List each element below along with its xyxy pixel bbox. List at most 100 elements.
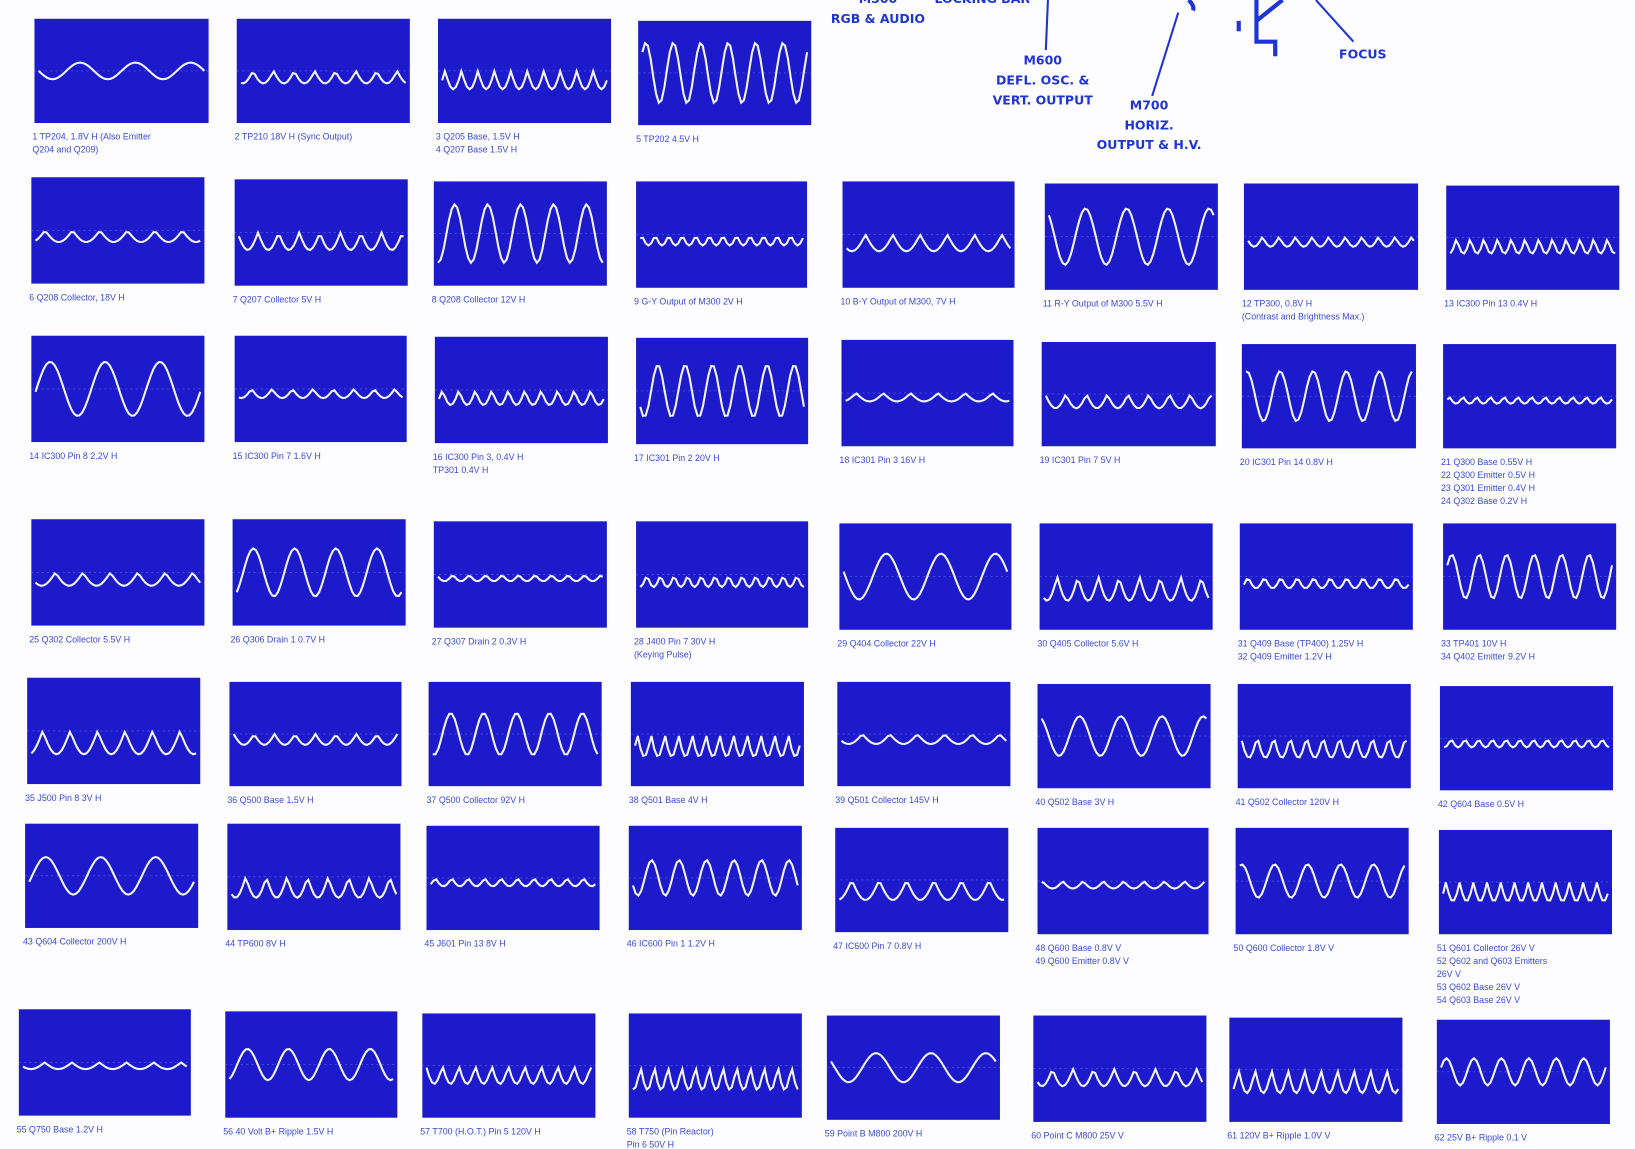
scope-trace [634,735,801,758]
scope-panel: 44 TP600 8V H [225,823,401,949]
panel-caption: 14 IC300 Pin 8 2.2V H [29,451,117,461]
scope-screen [837,681,1011,787]
scope-panel: 3 Q205 Base, 1.5V H 4 Q207 Base 1.5V H [436,18,612,155]
scope-trace [1044,393,1213,410]
scope-panel: 62 25V B+ Ripple 0.1 V [1435,1019,1610,1143]
diagram-label: HORIZ. [1124,117,1173,132]
panel-caption: 36 Q500 Base 1.5V H [227,795,313,805]
panel-caption: 54 Q603 Base 26V V [1437,995,1520,1005]
panel-caption: 34 Q402 Emitter 9.2V H [1441,651,1535,661]
scope-trace [1047,207,1215,267]
panel-caption: 52 Q602 and Q603 Emitters [1437,956,1548,966]
scope-screen [628,1013,802,1118]
scope-panel: 5 TP202 4.5V H [636,20,812,144]
scope-panel: 15 IC300 Pin 7 1.6V H [233,335,407,461]
scope-panel: 17 IC301 Pin 2 20V H [634,337,809,463]
panel-caption: 29 Q404 Collector 22V H [837,638,935,648]
scope-trace [22,1061,188,1071]
scope-screen [225,1011,398,1118]
scope-screen [434,336,608,444]
panel-caption: 23 Q301 Emitter 0.4V H [1441,483,1535,493]
panel-caption: 28 J400 Pin 7 30V H [634,636,715,646]
scope-panel: 27 Q307 Drain 2 0.3V H [432,521,607,646]
scope-panel: 8 Q208 Collector 12V H [432,181,607,304]
panel-caption: 26 Q306 Drain 1 0.7V H [230,634,325,644]
scope-panel: 41 Q502 Collector 120V H [1236,683,1411,807]
scope-trace [1446,396,1613,405]
scope-trace [228,1048,394,1082]
panel-caption: 43 Q604 Collector 200V H [23,937,126,947]
scope-panel: 11 R-Y Output of M300 5.5V H [1043,183,1218,309]
panel-caption: 53 Q602 Base 26V V [1437,982,1520,992]
scope-panel: 57 T700 (H.O.T.) Pin 5 120V H [420,1013,596,1136]
scope-panel: 28 J400 Pin 7 30V H (Keying Pulse) [634,521,809,659]
panel-caption: Q204 and Q209) [32,145,98,155]
diagram-label: M600 [1023,53,1062,68]
panel-caption: 19 IC301 Pin 7 5V H [1040,455,1121,465]
scope-trace [230,875,398,899]
scope-panel: 38 Q501 Base 4V H [629,681,804,805]
scope-trace [429,878,597,888]
scope-panel: 16 IC300 Pin 3, 0.4V H TP301 0.4V H [433,336,608,475]
scope-trace [1440,1056,1607,1087]
scope-trace [437,574,603,583]
scope-screen [31,519,205,626]
panel-caption: 32 Q409 Emitter 1.2V H [1238,651,1332,661]
scope-screen [437,18,612,124]
panel-caption: 17 IC301 Pin 2 20V H [634,453,720,463]
scope-panel: 51 Q601 Collector 26V V 52 Q602 and Q603 … [1437,829,1612,1005]
scope-screen [232,519,406,626]
scope-trace [641,41,809,105]
scope-trace [34,571,202,587]
panel-caption: 7 Q207 Collector 5V H [233,294,322,304]
scope-screen [234,335,407,443]
panel-caption: 42 Q604 Base 0.5V H [1438,799,1524,809]
scope-screen [1446,185,1620,290]
diagram-label: M300 [859,0,898,6]
scope-trace [37,61,206,81]
panel-caption: 12 TP300, 0.8V H [1242,299,1312,309]
scope-screen [236,18,410,124]
panel-caption: 49 Q600 Emitter 0.8V V [1035,956,1129,966]
scope-screen [1037,683,1211,789]
scope-panel: 7 Q207 Collector 5V H [233,179,408,304]
scope-trace [1443,739,1610,749]
scope-panel: 25 Q302 Collector 5.5V H [29,519,205,644]
panel-caption: 20 IC301 Pin 14 0.8V H [1240,457,1333,467]
panel-caption: 9 G-Y Output of M300 2V H [634,296,743,306]
diagram-label: DEFL. OSC. & [996,72,1089,87]
panel-caption: 15 IC300 Pin 7 1.6V H [233,451,321,461]
scope-panel: 33 TP401 10V H 34 Q402 Emitter 9.2V H [1441,523,1617,661]
scope-panel: 42 Q604 Base 0.5V H [1438,686,1614,809]
panel-caption: 35 J500 Pin 8 3V H [25,793,101,803]
panel-caption: 41 Q502 Collector 120V H [1236,797,1339,807]
scope-trace [232,732,399,746]
scope-panel: 43 Q604 Collector 200V H [23,823,199,947]
scope-panel: 61 120V B+ Ripple 1.0V V [1227,1017,1403,1141]
scope-screen [1235,827,1409,935]
scope-trace [1041,880,1206,890]
scope-panel: 19 IC301 Pin 7 5V H [1040,341,1216,465]
scope-screen [842,181,1015,288]
panel-caption: (Contrast and Brightness Max.) [1242,312,1365,322]
scope-trace [1240,739,1408,759]
scope-panel: 36 Q500 Base 1.5V H [227,681,402,805]
panel-caption: 16 IC300 Pin 3, 0.4V H [433,452,524,462]
panel-caption: 24 Q302 Base 0.2V H [1441,496,1527,506]
panel-caption: 13 IC300 Pin 13 0.4V H [1444,299,1537,309]
scope-trace [838,881,1005,901]
panel-caption: 38 Q501 Base 4V H [629,795,708,805]
panel-caption: 25 Q302 Collector 5.5V H [29,634,130,644]
scope-trace [238,387,404,400]
scope-trace [1239,863,1406,899]
scope-panel: 26 Q306 Drain 1 0.7V H [230,519,406,644]
scope-screen [835,827,1009,933]
panel-caption: 59 Point B M800 200V H [825,1128,923,1138]
scope-trace [432,712,599,756]
panel-caption: 4 Q207 Base 1.5V H [436,145,517,155]
scope-screen [428,681,602,787]
scope-panel: 18 IC301 Pin 3 16V H [839,339,1014,465]
panel-caption: 48 Q600 Base 0.8V V [1035,943,1121,953]
